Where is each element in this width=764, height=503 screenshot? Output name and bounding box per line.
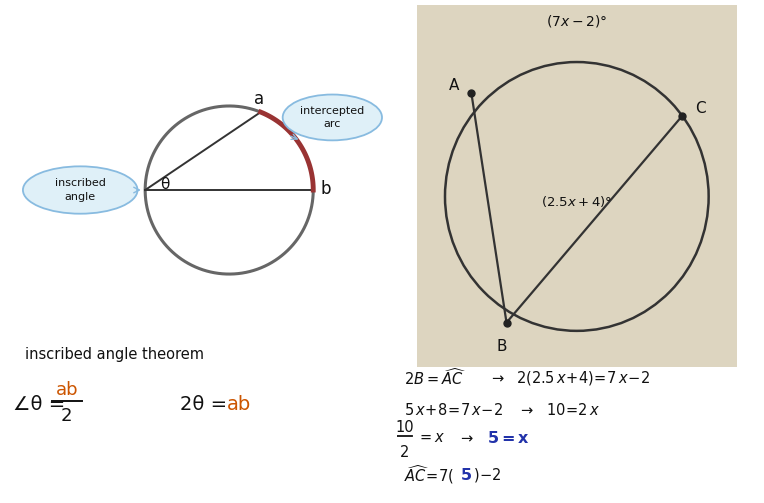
Text: $\mathbf{5}$: $\mathbf{5}$ <box>460 467 472 483</box>
Ellipse shape <box>23 166 138 214</box>
Text: intercepted
arc: intercepted arc <box>300 106 364 129</box>
Text: $10\!=\!2\,x$: $10\!=\!2\,x$ <box>546 401 601 417</box>
Text: ab: ab <box>228 395 251 414</box>
Text: ∠θ =: ∠θ = <box>14 395 66 414</box>
Text: inscribed angle theorem: inscribed angle theorem <box>25 347 204 362</box>
Text: $\rightarrow$: $\rightarrow$ <box>517 402 534 417</box>
Text: $5\,x\!+\!8\!=\!7\,x\!-\!2$: $5\,x\!+\!8\!=\!7\,x\!-\!2$ <box>404 401 504 417</box>
Text: $= x$: $= x$ <box>417 430 445 445</box>
Text: b: b <box>320 180 331 198</box>
Text: C: C <box>694 101 705 116</box>
Text: 2θ =: 2θ = <box>180 395 233 414</box>
Text: $2(2.5\,x\!+\!4)\!=\!7\,x\!-\!2$: $2(2.5\,x\!+\!4)\!=\!7\,x\!-\!2$ <box>516 369 650 386</box>
FancyBboxPatch shape <box>416 5 737 367</box>
Text: θ: θ <box>160 177 170 192</box>
Text: ab: ab <box>56 381 78 399</box>
Text: $\rightarrow$: $\rightarrow$ <box>489 370 505 385</box>
Text: a: a <box>254 90 264 108</box>
Text: $2B = \widehat{AC}$: $2B = \widehat{AC}$ <box>404 367 467 388</box>
Text: $(2.5x+4)°$: $(2.5x+4)°$ <box>541 194 612 209</box>
Text: $\rightarrow$: $\rightarrow$ <box>458 430 474 445</box>
Text: 2: 2 <box>61 407 73 426</box>
Ellipse shape <box>283 95 382 140</box>
Text: A: A <box>448 78 459 94</box>
Text: $(7x-2)°$: $(7x-2)°$ <box>546 13 607 29</box>
Text: 10: 10 <box>395 420 414 435</box>
Text: $\mathbf{5 = x}$: $\mathbf{5 = x}$ <box>487 430 530 446</box>
Text: $)\!-\!2$: $)\!-\!2$ <box>474 466 502 484</box>
Text: inscribed
angle: inscribed angle <box>55 179 105 202</box>
Text: 2: 2 <box>400 445 410 460</box>
Text: $\widehat{AC}\!=\!7($: $\widehat{AC}\!=\!7($ <box>404 463 455 486</box>
Text: B: B <box>496 339 507 354</box>
